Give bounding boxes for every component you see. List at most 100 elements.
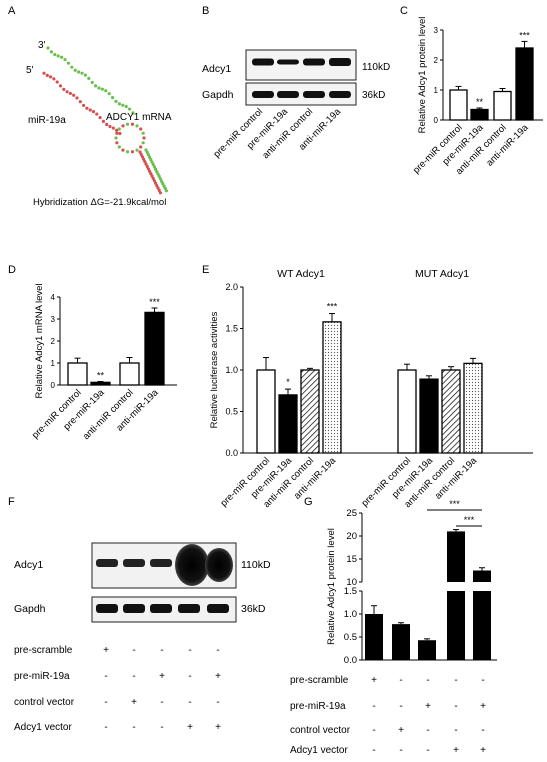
nucleotide-dot [141,141,145,145]
design-mark: - [104,697,107,708]
nucleotide-dot [162,184,166,188]
blot-band [178,604,200,613]
blot-band [303,58,325,66]
blot-band [329,58,351,66]
y-tick-label: 0.5 [344,632,357,643]
mrna-strand [46,46,168,193]
western-blot-b: Adcy1 Gapdh 110kD 36kD pre-miR control p… [202,49,390,161]
significance-label: *** [464,515,475,525]
nucleotide-dot [52,77,56,81]
y-axis-label: Relative Adcy1 mRNA level [34,283,45,398]
mirna-strand [42,71,162,195]
nucleotide-dot [140,155,144,159]
y-tick-label: 0 [51,381,56,390]
hybridization-structure: 3' 5' miR-19a ADCY1 mRNA Hybridization Δ… [26,40,172,208]
five-prime-label: 5' [26,65,34,76]
y-tick-label: 0.0 [225,448,238,458]
nucleotide-dot [138,150,142,154]
blot-band [123,604,145,613]
bar [493,90,512,121]
nucleotide-dot [118,131,122,136]
bar [441,369,461,454]
nucleotide-dot [130,122,135,126]
nucleotide-dot [105,122,109,127]
bar [447,531,465,582]
nucleotide-dot [163,186,167,190]
nucleotide-dot [158,191,162,195]
bar [473,570,491,582]
design-mark: - [188,697,191,708]
bar [67,362,88,386]
y-tick-label: 4 [51,293,56,302]
significance-label: ** [476,97,484,107]
nucleotide-dot [78,100,82,104]
nucleotide-dot [121,124,125,128]
y-tick-label: 1 [434,86,439,95]
nucleotide-dot [72,93,76,97]
blot-band [252,91,274,98]
design-mark: - [188,671,191,682]
design-mark: - [454,725,457,736]
design-row-label: pre-miR-19a [290,701,346,712]
nucleotide-dot [146,167,150,171]
nucleotide-dot [49,50,54,54]
nucleotide-dot [150,174,154,178]
nucleotide-dot [60,55,64,59]
nucleotide-dot [152,165,156,169]
nucleotide-dot [143,160,147,164]
blot-band [150,604,172,613]
nucleotide-dot [154,167,158,171]
design-mark: - [216,697,219,708]
design-table-f: pre-scramble + - - - - pre-miR-19a - - + - + control… [14,645,221,733]
nucleotide-dot [150,160,154,164]
nucleotide-dot [53,52,57,57]
bar [365,614,383,660]
nucleotide-dot [77,70,81,74]
nucleotide-dot [97,86,101,90]
design-mark: + [131,697,137,708]
nucleotide-dot [158,177,162,181]
significance-label: *** [327,302,338,312]
y-tick-label: 1.5 [225,324,238,334]
nucleotide-dot [83,73,87,77]
nucleotide-dot [160,179,164,183]
design-mark: - [372,725,375,736]
nucleotide-dot [139,145,143,149]
significance-label: *** [449,499,460,509]
y-tick-label: 2 [434,56,439,65]
nucleotide-dot [100,87,104,91]
nucleotide-dot [114,99,118,103]
nucleotide-dot [70,65,74,69]
blot-band [303,91,325,98]
design-row-label: control vector [290,725,351,736]
nucleotide-dot [62,87,66,91]
significance-label: ** [97,370,105,380]
nucleotide-dot [156,172,160,176]
design-mark: - [188,645,191,656]
design-mark: - [160,645,163,656]
design-mark: - [481,675,484,686]
nucleotide-dot [75,96,79,100]
panel-letter-c: C [400,5,408,17]
blot-band [205,548,233,582]
nucleotide-dot [82,103,86,108]
design-mark: - [132,722,135,733]
blot-kd-110: 110kD [362,62,390,73]
design-mark: - [426,725,429,736]
blot-band [252,58,274,66]
panel-letter-g: G [304,496,313,508]
nucleotide-dot [115,131,119,135]
nucleotide-dot [144,148,148,152]
design-mark: + [480,701,486,712]
design-mark: - [399,745,402,756]
design-mark: - [132,671,135,682]
nucleotide-dot [144,162,148,166]
bar [119,362,140,386]
bar [449,89,468,121]
design-mark: + [480,745,486,756]
nucleotide-dot [56,54,60,58]
nucleotide-dot [88,108,92,112]
design-mark: - [216,645,219,656]
y-tick-label: 0.5 [225,407,238,417]
